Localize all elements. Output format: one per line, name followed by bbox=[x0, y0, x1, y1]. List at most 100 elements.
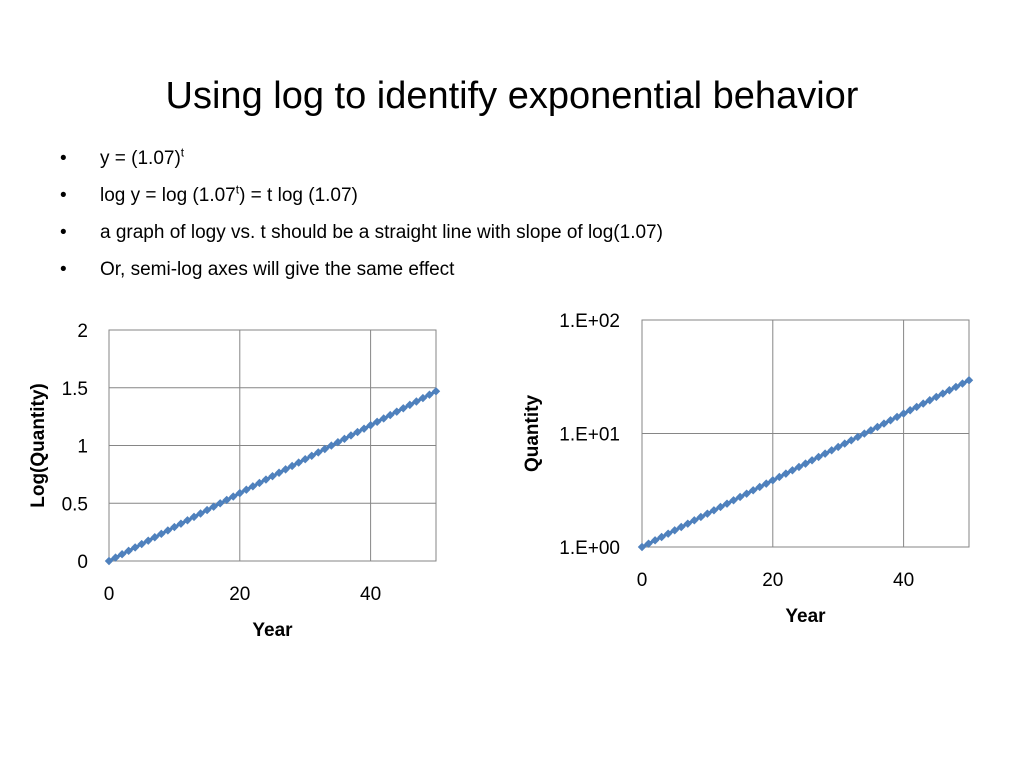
x-tick-label: 0 bbox=[637, 570, 648, 591]
data-point bbox=[814, 452, 823, 462]
bullet-marker: • bbox=[60, 148, 67, 169]
x-tick-label: 40 bbox=[893, 570, 914, 591]
data-point bbox=[637, 542, 647, 552]
data-point bbox=[294, 458, 303, 467]
plot-frame bbox=[108, 329, 437, 562]
x-axis-title: Year bbox=[785, 606, 826, 627]
data-point bbox=[663, 529, 673, 538]
data-point bbox=[235, 488, 244, 498]
y-tick-label: 0 bbox=[77, 552, 88, 573]
data-point bbox=[320, 444, 330, 454]
bullet-superscript: t bbox=[235, 182, 240, 197]
data-point bbox=[418, 393, 428, 403]
data-point bbox=[742, 489, 751, 498]
data-point bbox=[958, 379, 967, 388]
data-point bbox=[281, 465, 290, 474]
data-point bbox=[333, 438, 343, 447]
data-point bbox=[163, 526, 173, 535]
bullet-superscript: t bbox=[180, 145, 185, 160]
data-point bbox=[690, 516, 699, 525]
data-point bbox=[202, 505, 212, 515]
data-point bbox=[709, 506, 719, 515]
plot-frame bbox=[641, 319, 970, 548]
data-point bbox=[431, 387, 441, 396]
y-tick-label: 1.E+02 bbox=[559, 311, 620, 332]
data-point bbox=[879, 419, 889, 428]
data-point bbox=[359, 424, 369, 433]
data-point bbox=[274, 468, 284, 477]
data-point bbox=[650, 536, 660, 545]
data-point bbox=[209, 502, 218, 511]
data-point bbox=[130, 543, 140, 552]
data-point bbox=[964, 376, 974, 385]
data-point bbox=[768, 476, 777, 485]
data-point bbox=[775, 472, 784, 482]
data-point bbox=[716, 502, 725, 512]
data-point bbox=[794, 462, 804, 472]
bullet-marker: • bbox=[60, 222, 67, 243]
data-point bbox=[788, 466, 797, 475]
data-point bbox=[392, 407, 401, 416]
bullet-text-tail: ) = t log (1.07) bbox=[239, 185, 358, 206]
data-point bbox=[104, 556, 114, 566]
bullet-text: log y = log (1.07 bbox=[100, 185, 236, 206]
data-point bbox=[412, 397, 421, 406]
data-point bbox=[301, 454, 310, 464]
x-tick-label: 20 bbox=[762, 570, 783, 591]
data-point bbox=[183, 516, 192, 525]
data-point bbox=[820, 449, 830, 458]
data-point bbox=[405, 400, 415, 410]
y-axis-title: Log(Quantity) bbox=[28, 383, 49, 508]
data-point bbox=[144, 536, 153, 545]
y-tick-label: 0.5 bbox=[62, 494, 88, 515]
data-point bbox=[892, 412, 902, 422]
bullet-item: • Or, semi-log axes will give the same e… bbox=[56, 251, 663, 288]
data-point bbox=[801, 459, 810, 468]
data-point bbox=[683, 519, 692, 528]
data-point bbox=[215, 499, 225, 508]
data-point bbox=[762, 479, 771, 488]
data-point bbox=[703, 509, 712, 518]
data-point bbox=[314, 448, 323, 457]
data-point bbox=[670, 526, 679, 535]
data-point bbox=[261, 475, 271, 484]
bullet-text: y = (1.07) bbox=[100, 148, 181, 169]
data-point bbox=[386, 410, 395, 420]
data-point bbox=[840, 439, 849, 448]
data-point bbox=[938, 389, 948, 398]
data-point bbox=[379, 414, 388, 423]
data-point bbox=[327, 441, 336, 450]
bullet-text: a graph of logy vs. t should be a straig… bbox=[100, 222, 663, 243]
data-point bbox=[340, 434, 349, 444]
data-point bbox=[886, 416, 895, 425]
data-point bbox=[827, 446, 836, 455]
data-point bbox=[117, 550, 127, 559]
data-point bbox=[735, 492, 745, 502]
data-point bbox=[248, 482, 258, 491]
data-point bbox=[242, 485, 251, 494]
data-point bbox=[853, 432, 863, 442]
data-point bbox=[834, 442, 843, 452]
bullet-item: • a graph of logy vs. t should be a stra… bbox=[56, 214, 663, 251]
y-tick-label: 1.5 bbox=[62, 379, 88, 400]
data-point bbox=[912, 402, 921, 412]
data-point bbox=[873, 422, 882, 432]
data-point bbox=[353, 427, 362, 437]
data-point bbox=[951, 382, 961, 392]
bullet-text: Or, semi-log axes will give the same eff… bbox=[100, 259, 455, 280]
bullet-marker: • bbox=[60, 185, 67, 206]
y-axis-title: Quantity bbox=[522, 395, 543, 472]
data-point bbox=[137, 539, 146, 549]
data-point bbox=[748, 486, 758, 495]
data-point bbox=[189, 512, 199, 522]
data-point bbox=[346, 431, 356, 440]
slide-title: Using log to identify exponential behavi… bbox=[165, 75, 859, 117]
data-point bbox=[170, 522, 179, 532]
data-point bbox=[722, 499, 732, 508]
data-point bbox=[644, 539, 653, 548]
data-point bbox=[255, 478, 264, 488]
data-point bbox=[176, 519, 186, 528]
data-point bbox=[150, 533, 159, 542]
